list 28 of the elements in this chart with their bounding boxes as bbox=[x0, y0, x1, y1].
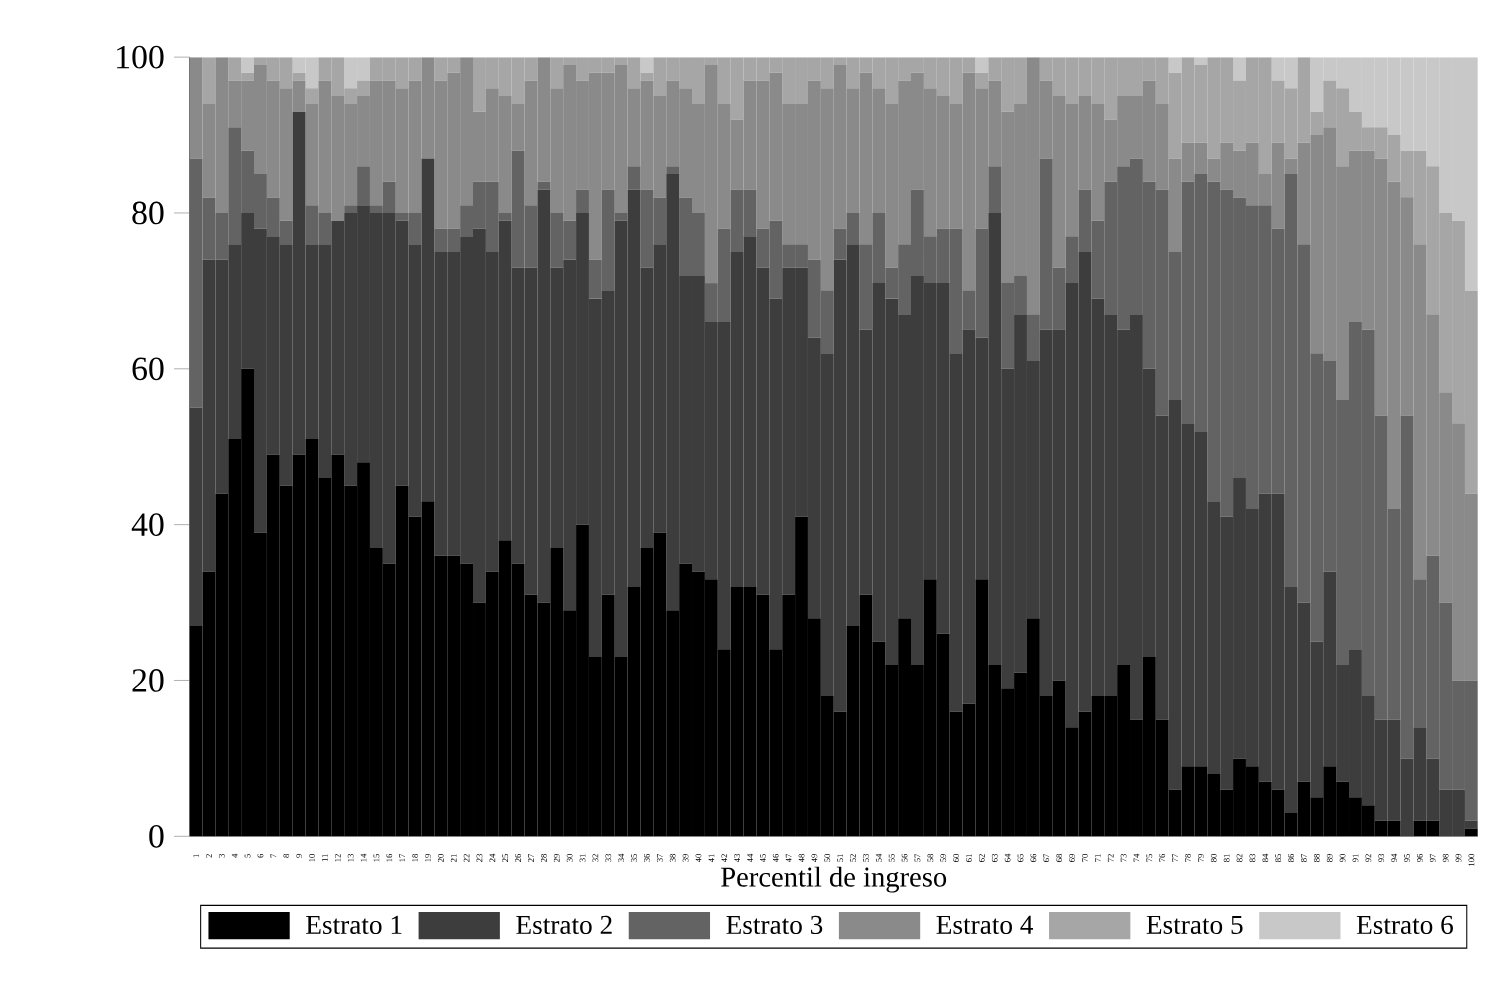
bar bbox=[988, 165, 1002, 213]
bar bbox=[202, 56, 216, 104]
y-tick-label: 100 bbox=[117, 45, 164, 69]
bar bbox=[627, 165, 641, 190]
y-tick-label: 0 bbox=[149, 824, 164, 848]
x-axis-title: Percentil de ingreso bbox=[721, 866, 947, 893]
y-tick-label: 60 bbox=[132, 356, 164, 380]
bar bbox=[241, 56, 255, 73]
legend-label: Estrato 4 bbox=[936, 915, 1034, 934]
bar bbox=[1168, 56, 1182, 73]
bar bbox=[576, 189, 589, 213]
bar bbox=[1194, 56, 1208, 65]
bar bbox=[357, 165, 370, 205]
bar bbox=[640, 56, 654, 73]
bar bbox=[305, 87, 319, 104]
legend-label: Estrato 6 bbox=[1356, 915, 1453, 934]
legend-label: Estrato 1 bbox=[306, 915, 402, 934]
legend-label: Estrato 2 bbox=[516, 915, 612, 934]
y-tick-label: 20 bbox=[132, 668, 164, 692]
y-tick-label: 40 bbox=[131, 512, 164, 536]
bar bbox=[537, 181, 551, 190]
legend-label: Estrato 5 bbox=[1146, 915, 1243, 934]
bar bbox=[975, 56, 989, 73]
legend-label: Estrato 3 bbox=[726, 915, 823, 934]
bar bbox=[666, 165, 680, 174]
bar bbox=[344, 204, 358, 213]
y-tick-label: 80 bbox=[132, 201, 164, 224]
bar bbox=[1233, 56, 1246, 81]
